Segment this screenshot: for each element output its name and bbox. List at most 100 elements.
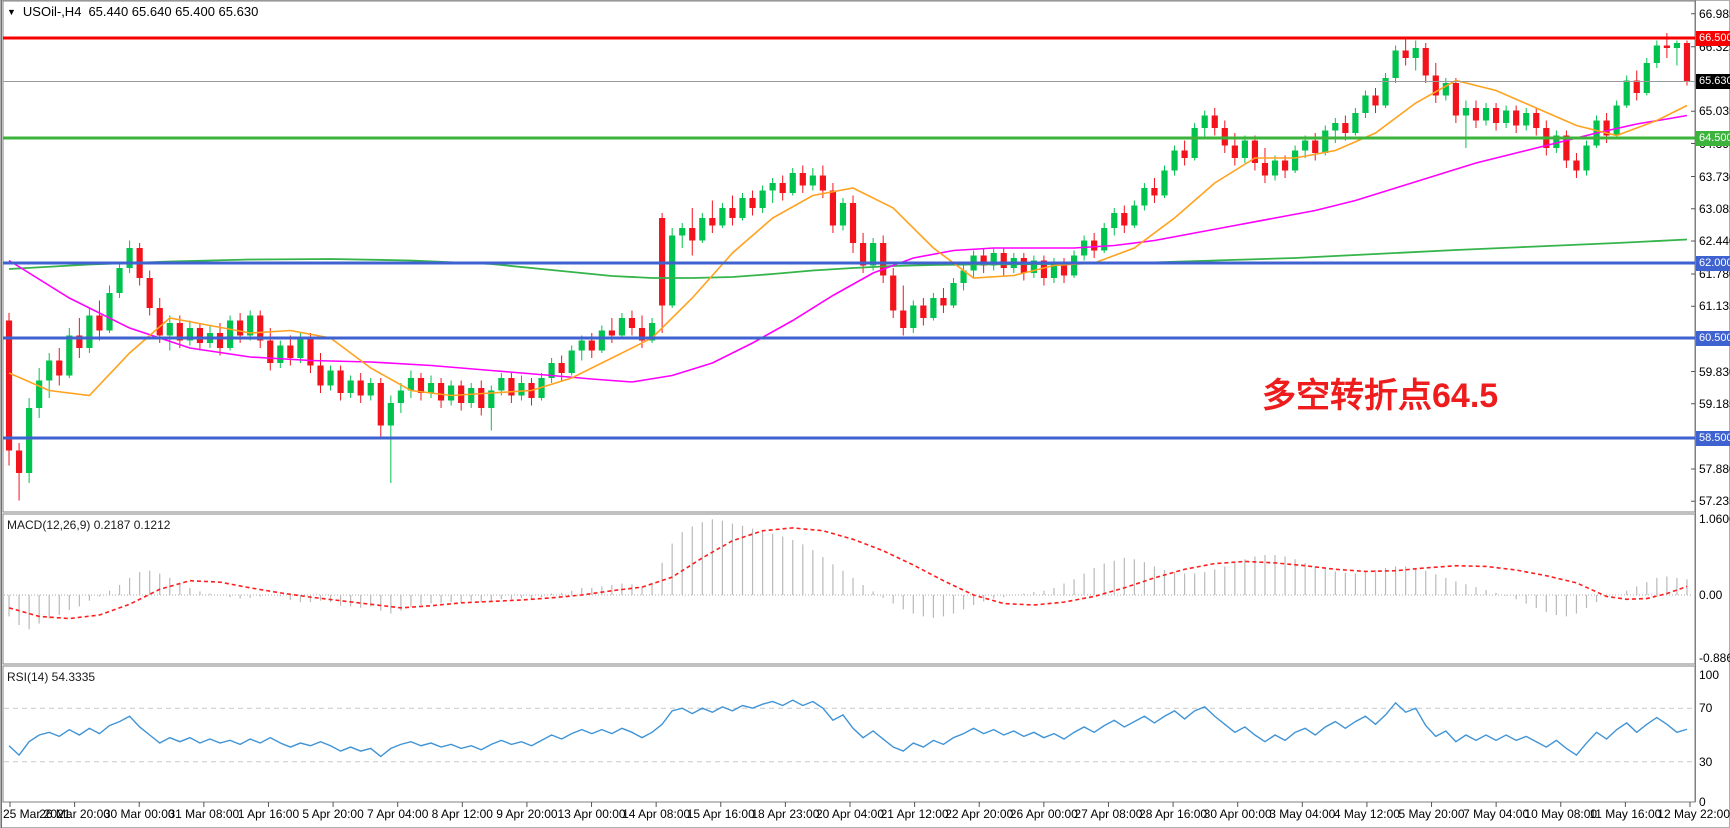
candle-body <box>548 363 555 378</box>
price-axis-label: 66.985 <box>1699 6 1730 21</box>
price-axis-label: 61.135 <box>1699 299 1730 314</box>
candle-body <box>1091 240 1098 251</box>
candle-body <box>1573 160 1580 171</box>
candle-body <box>900 310 907 328</box>
time-axis-label: 20 Apr 04:00 <box>815 807 885 821</box>
macd-signal-line <box>8 527 1688 620</box>
candle-body <box>779 183 786 193</box>
time-axis-label: 8 Apr 12:00 <box>431 807 493 821</box>
candle-body <box>327 370 334 386</box>
candle-body <box>377 383 384 426</box>
price-axis-label: 59.185 <box>1699 396 1730 411</box>
ma-slow-green-line <box>8 238 1688 279</box>
macd-indicator-label: MACD(12,26,9) 0.2187 0.1212 <box>7 518 171 532</box>
time-axis-label: 3 May 04:00 <box>1269 807 1336 821</box>
time-axis-label: 14 Apr 08:00 <box>622 807 691 821</box>
candle-body <box>749 198 756 208</box>
candle-body <box>226 320 234 348</box>
time-axis-label: 13 Apr 00:00 <box>557 807 626 821</box>
candle-body <box>1422 48 1429 76</box>
time-axis-label: 18 Apr 23:00 <box>751 807 820 821</box>
candle-body <box>789 173 796 193</box>
candle-body <box>819 175 826 191</box>
candles-layer[interactable] <box>5 33 1691 501</box>
candle-body <box>1191 128 1198 158</box>
time-axis-label: 10 May 08:00 <box>1524 807 1598 821</box>
candle-body <box>367 383 374 396</box>
price-axis-label: 57.235 <box>1699 494 1730 509</box>
candle-body <box>267 340 274 363</box>
price-axis-badge: 66.500 <box>1696 30 1730 46</box>
candle-body <box>186 328 193 341</box>
candle-body <box>1563 135 1570 161</box>
candle-body <box>1241 140 1248 158</box>
macd-panel-border <box>2 513 1696 665</box>
text-annotation[interactable]: 多空转折点64.5 <box>1262 377 1499 415</box>
chevron-down-icon[interactable]: ▼ <box>7 6 16 17</box>
chart-title-bar: ▼ USOil-,H4 65.440 65.640 65.400 65.630 <box>7 4 258 19</box>
candle-body <box>1633 80 1640 93</box>
candle-body <box>1352 113 1359 133</box>
candle-body <box>407 378 415 391</box>
candle-body <box>799 173 806 186</box>
macd-scale-label: 1.0606 <box>1699 512 1730 527</box>
candle-body <box>56 360 63 376</box>
candle-body <box>1482 108 1490 121</box>
candle-body <box>1181 150 1188 158</box>
candle-body <box>1292 150 1299 171</box>
candle-body <box>1332 123 1339 131</box>
candle-body <box>1523 113 1530 126</box>
price-axis-label: 61.780 <box>1699 267 1730 281</box>
time-axis-label: 7 May 04:00 <box>1463 807 1530 821</box>
candle-body <box>739 198 746 218</box>
candle-body <box>930 298 937 318</box>
candle-body <box>890 275 897 311</box>
candle-body <box>1111 213 1118 228</box>
candle-body <box>518 383 525 396</box>
candle-body <box>1251 140 1259 163</box>
candle-body <box>96 315 103 331</box>
candle-body <box>337 370 344 393</box>
candle-body <box>307 338 314 366</box>
candle-body <box>960 270 967 283</box>
candle-body <box>297 338 304 358</box>
candle-body <box>1412 48 1419 58</box>
candle-body <box>1653 45 1660 63</box>
candle-body <box>839 203 847 226</box>
candle-body <box>347 380 354 393</box>
candle-body <box>669 235 676 306</box>
rsi-indicator-label: RSI(14) 54.3335 <box>7 670 96 684</box>
ohlc-quote-label: 65.440 65.640 65.400 65.630 <box>88 4 259 19</box>
candle-body <box>417 378 425 393</box>
candle-body <box>15 450 23 473</box>
candle-body <box>66 335 73 376</box>
price-axis-label: 63.730 <box>1699 169 1730 184</box>
time-axis-label: 26 Apr 00:00 <box>1009 807 1078 821</box>
candle-body <box>759 190 766 208</box>
candle-body <box>990 253 997 266</box>
candle-body <box>1432 75 1439 96</box>
candle-body <box>397 390 404 403</box>
time-axis-label: 1 Apr 16:00 <box>237 807 300 821</box>
candle-body <box>980 255 987 266</box>
time-axis-label: 27 Apr 08:00 <box>1074 807 1143 821</box>
candle-body <box>1281 160 1289 171</box>
time-axis-label: 11 May 16:00 <box>1589 807 1662 821</box>
time-axis-label: 30 Mar 00:00 <box>103 807 175 821</box>
rsi-scale-label: 0 <box>1699 795 1706 809</box>
time-axis-label: 12 May 22:00 <box>1657 807 1730 821</box>
candle-body <box>628 318 636 328</box>
candle-body <box>427 383 435 393</box>
candle-body <box>1492 108 1500 123</box>
symbol-timeframe-label: USOil-,H4 <box>22 4 82 19</box>
candle-body <box>1583 145 1590 171</box>
candle-body <box>1553 135 1560 148</box>
candle-body <box>247 315 254 336</box>
candle-body <box>508 378 515 396</box>
candle-body <box>1442 83 1449 96</box>
time-axis-label: 25 Mar 2021 <box>3 807 71 821</box>
candle-body <box>1322 130 1329 153</box>
candle-body <box>618 318 626 336</box>
candle-body <box>478 388 485 408</box>
